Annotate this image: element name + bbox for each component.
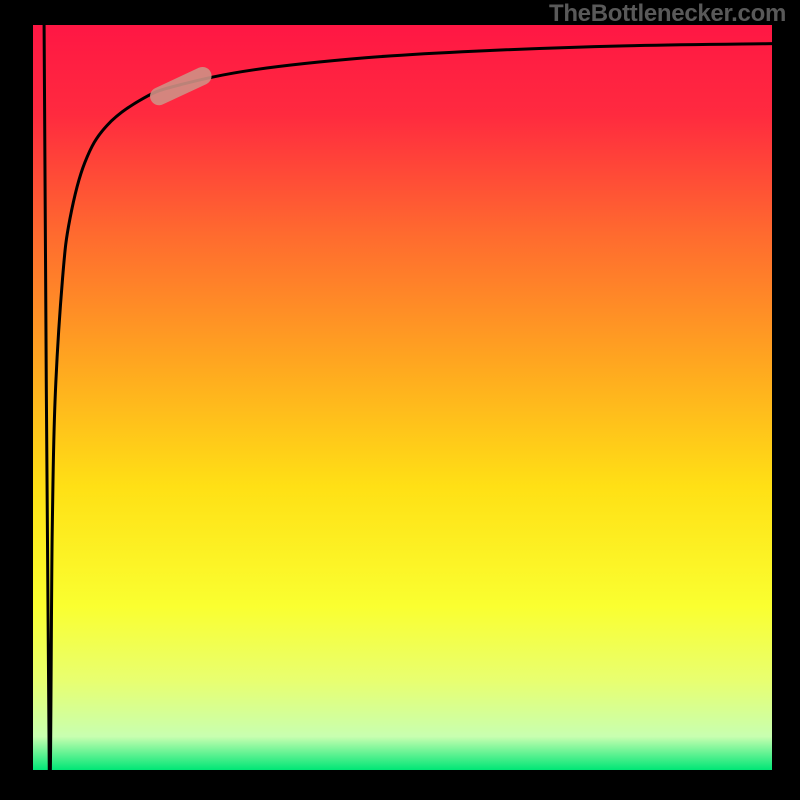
watermark-text: TheBottlenecker.com bbox=[549, 0, 786, 28]
chart-svg bbox=[0, 0, 800, 800]
bottleneck-chart: TheBottlenecker.com bbox=[0, 0, 800, 800]
plot-background bbox=[33, 25, 772, 770]
